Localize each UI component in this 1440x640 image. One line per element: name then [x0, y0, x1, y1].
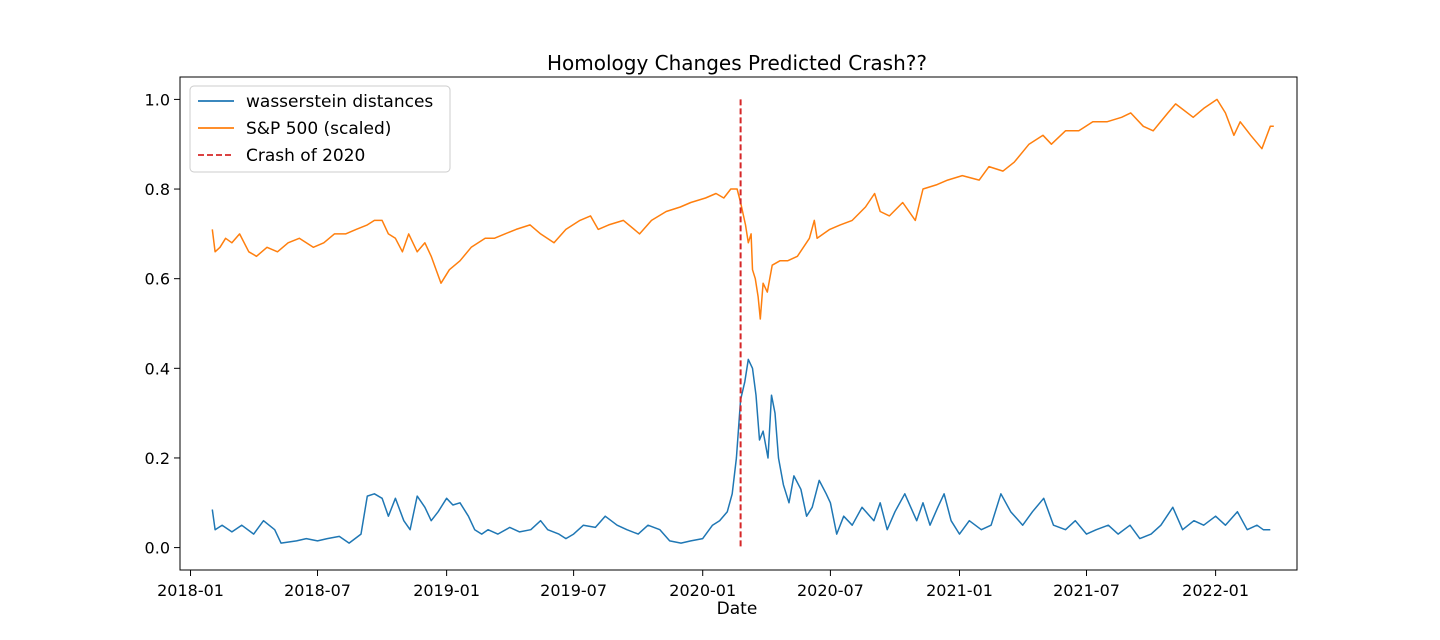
legend-entry-series-0: wasserstein distances	[246, 92, 433, 112]
y-tick-label: 0.4	[145, 359, 170, 378]
series-line-0	[211, 358, 1271, 544]
plot-frame	[179, 76, 1298, 571]
y-tick-label: 0.0	[145, 539, 170, 558]
y-tick-label: 1.0	[145, 90, 170, 109]
y-tick-label: 0.2	[145, 449, 170, 468]
legend-entry-series-1: S&P 500 (scaled)	[246, 119, 391, 139]
legend: wasserstein distances S&P 500 (scaled) Cra…	[189, 85, 451, 173]
x-axis: 2018-01 2018-07 2019-01 2019-07 2020-01 2020-…	[157, 570, 1249, 600]
x-tick-label: 2018-07	[284, 581, 351, 600]
x-tick-label: 2019-01	[413, 581, 480, 600]
x-tick-label: 2022-01	[1182, 581, 1249, 600]
x-tick-label: 2018-01	[157, 581, 224, 600]
legend-entry-crash: Crash of 2020	[246, 146, 365, 166]
y-tick-label: 0.8	[145, 180, 170, 199]
chart-title: Homology Changes Predicted Crash??	[547, 51, 927, 75]
y-tick-label: 0.6	[145, 270, 170, 289]
x-tick-label: 2021-07	[1053, 581, 1120, 600]
plot-area	[211, 98, 1274, 548]
x-tick-label: 2019-07	[540, 581, 607, 600]
series-line-1	[211, 98, 1274, 320]
y-axis: 0.0 0.2 0.4 0.6 0.8 1.0	[145, 90, 180, 558]
x-axis-title: Date	[717, 599, 758, 619]
x-tick-label: 2020-07	[797, 581, 864, 600]
x-tick-label: 2021-01	[926, 581, 993, 600]
x-tick-label: 2020-01	[669, 581, 736, 600]
legend-box	[189, 85, 451, 173]
